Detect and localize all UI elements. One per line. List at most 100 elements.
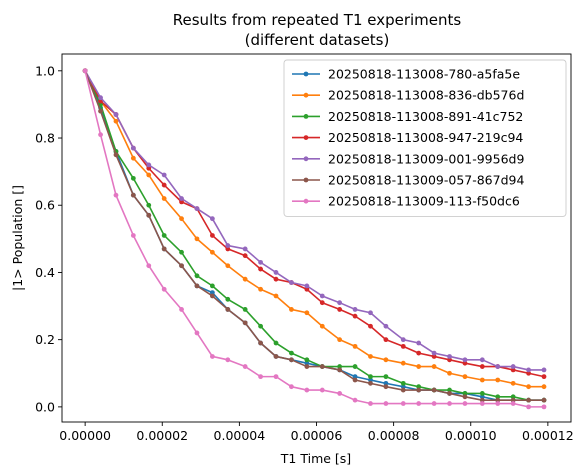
chart-title-line-2: (different datasets) [245, 31, 390, 49]
data-point [526, 370, 531, 376]
legend-box [283, 59, 567, 217]
data-point [289, 384, 294, 390]
data-point [383, 323, 389, 329]
data-point [225, 246, 231, 252]
x-tick-label: 0.00008 [368, 428, 420, 443]
data-point [383, 384, 389, 390]
data-point [541, 374, 547, 380]
data-point [479, 394, 485, 400]
data-point [304, 357, 310, 363]
data-point [495, 394, 501, 400]
x-tick-label: 0.00010 [445, 428, 497, 443]
data-point [510, 394, 516, 400]
data-point [98, 102, 103, 107]
x-tick-label: 0.00002 [136, 428, 188, 443]
y-tick-label: 0.0 [35, 399, 55, 414]
data-point [146, 263, 152, 269]
data-point [368, 354, 373, 359]
data-point [304, 286, 310, 292]
data-point [368, 374, 373, 380]
x-tick-label: 0.00000 [59, 428, 111, 443]
data-point [304, 360, 310, 366]
data-point [352, 313, 358, 319]
data-point [304, 364, 310, 369]
data-point [337, 307, 343, 312]
data-point [352, 377, 358, 383]
legend: 20250818-113008-780-a5fa5e 20250818-11300… [283, 59, 567, 217]
axes-frame [61, 53, 572, 423]
x-tick-label: 0.00012 [522, 428, 573, 443]
data-point [383, 374, 389, 380]
data-point [146, 212, 152, 218]
data-point [400, 380, 406, 386]
data-point [447, 357, 452, 363]
data-point [273, 354, 279, 359]
data-point [242, 276, 248, 282]
data-point [431, 354, 437, 359]
data-point [179, 263, 184, 269]
data-point [510, 397, 516, 403]
data-point [225, 263, 231, 269]
x-axis-label: T1 Time [s] [280, 451, 351, 466]
data-point [352, 343, 358, 349]
data-point [194, 206, 200, 211]
data-point [82, 68, 88, 74]
data-point [400, 343, 406, 349]
data-point [479, 377, 485, 383]
y-tick-label: 0.4 [35, 265, 55, 280]
data-point [526, 404, 531, 410]
data-point [113, 118, 119, 124]
data-point [258, 323, 263, 329]
data-point [319, 293, 325, 299]
plot-area: 0.00000 0.00002 0.00004 0.00006 0.00008 0.000… [35, 53, 573, 443]
data-point [194, 273, 200, 279]
y-tick-label: 0.2 [35, 332, 55, 347]
legend-entry-label: 20250818-113008-891-41c752 [328, 109, 523, 124]
data-point [209, 290, 215, 296]
data-point [431, 401, 437, 406]
data-point [416, 384, 422, 390]
data-point [416, 387, 422, 393]
data-point [479, 364, 485, 369]
data-point [383, 357, 389, 363]
data-point [337, 337, 343, 343]
legend-marker [303, 92, 309, 98]
data-point [447, 354, 452, 359]
x-tick-label: 0.00006 [291, 428, 343, 443]
data-point [510, 401, 516, 406]
data-point [352, 364, 358, 369]
data-point [462, 374, 468, 380]
data-point [209, 249, 215, 255]
data-point [541, 404, 547, 410]
legend-entry-label: 20250818-113009-113-f50dc6 [328, 194, 520, 209]
series-line [84, 70, 545, 371]
data-point [479, 397, 485, 403]
data-point [447, 391, 452, 396]
data-point [209, 283, 215, 289]
data-point [319, 387, 325, 393]
data-point [479, 357, 485, 363]
data-point [225, 307, 231, 312]
data-point [319, 364, 325, 369]
data-point [400, 360, 406, 366]
data-point [225, 357, 231, 363]
data-point [146, 202, 152, 208]
data-point [462, 357, 468, 363]
data-point [209, 354, 215, 359]
data-point [526, 367, 531, 373]
data-point [337, 300, 343, 306]
data-point [416, 340, 422, 346]
legend-marker [303, 71, 309, 77]
y-axis-label: |1> Population [] [10, 185, 25, 291]
data-point [113, 152, 119, 158]
data-point [479, 401, 485, 406]
legend-marker [303, 177, 309, 183]
data-point [179, 199, 184, 205]
data-point [242, 246, 248, 252]
data-point [416, 401, 422, 406]
legend-entry-label: 20250818-113008-947-219c94 [328, 130, 523, 145]
data-point [383, 380, 389, 386]
data-point [383, 401, 389, 406]
data-point [242, 307, 248, 312]
